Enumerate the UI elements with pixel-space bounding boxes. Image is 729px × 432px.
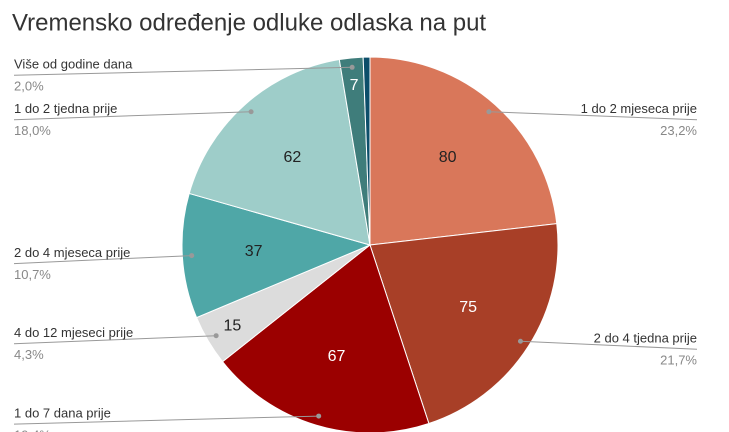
value-label: 7 (350, 77, 359, 94)
value-label: 75 (459, 299, 477, 316)
category-label: 2 do 4 tjedna prije (594, 331, 697, 346)
leader-dot (316, 413, 322, 419)
value-label: 80 (439, 149, 457, 166)
percent-label: 10,7% (14, 267, 51, 282)
category-label: 1 do 7 dana prije (14, 406, 111, 421)
value-label: 15 (223, 317, 241, 334)
pie-slice (369, 56, 558, 246)
leader-dot (349, 64, 355, 70)
percent-label: 18,0% (14, 123, 51, 138)
percent-label: 4,3% (14, 347, 44, 362)
leader-line (13, 335, 217, 345)
percent-label: 2,0% (14, 79, 44, 94)
leader-dot (486, 109, 492, 115)
category-label: 1 do 2 mjeseca prije (581, 101, 697, 116)
value-label: 67 (328, 348, 346, 365)
percent-label: 19,4% (14, 428, 51, 432)
category-label: 2 do 4 mjeseca prije (14, 245, 130, 260)
pie-slice (369, 223, 559, 425)
pie-slice (221, 244, 430, 432)
leader-line (13, 255, 192, 265)
leader-dot (517, 338, 523, 344)
category-label: 1 do 2 tjedna prije (14, 101, 117, 116)
leader-dot (189, 253, 195, 259)
leader-line (488, 111, 698, 121)
value-label: 62 (284, 149, 302, 166)
leader-line (13, 111, 252, 121)
percent-label: 21,7% (660, 353, 697, 368)
category-label: Više od godine dana (14, 57, 133, 72)
leader-dot (248, 109, 254, 115)
pie-slice (188, 58, 371, 246)
chart-title: Vremensko određenje odluke odlaska na pu… (12, 9, 486, 36)
leader-line (520, 340, 698, 350)
pie-slice (362, 56, 371, 246)
percent-label: 23,2% (660, 123, 697, 138)
leader-line (13, 66, 353, 76)
category-label: 4 do 12 mjeseci prije (14, 325, 133, 340)
leader-dot (213, 333, 219, 339)
leader-line (13, 415, 319, 425)
value-label: 37 (245, 243, 263, 260)
